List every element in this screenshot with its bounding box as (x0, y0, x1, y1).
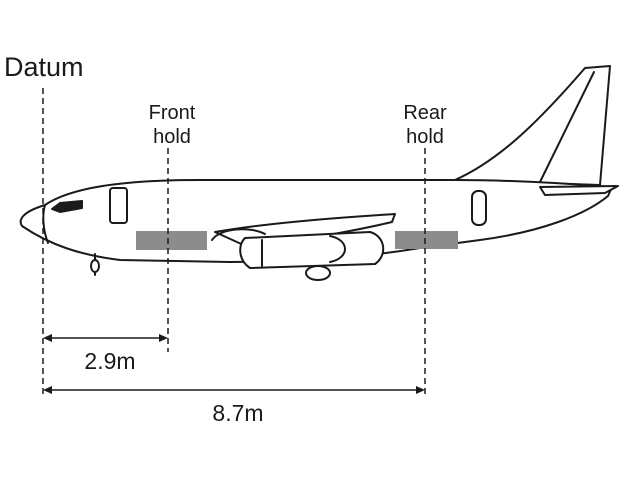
front-hold-area (136, 231, 207, 250)
main-gear (305, 265, 331, 281)
front-hold-label-line-2: hold (153, 126, 191, 148)
rear-hold-label-line-2: hold (406, 126, 444, 148)
cockpit-window (51, 200, 83, 213)
front-arrow-right-head (159, 334, 168, 342)
front-arrow-left-head (43, 334, 52, 342)
rear-hold-label: Rear hold (383, 101, 467, 149)
tail-fin (454, 65, 611, 186)
rear-hold-area (395, 231, 458, 249)
wing-fairing (211, 228, 266, 241)
front-hold-label-line-1: Front (148, 102, 196, 124)
rear-door (471, 190, 487, 226)
nose-gear-wheel (90, 259, 100, 273)
datum-label: Datum (4, 52, 84, 82)
front-hold-label: Front hold (130, 101, 214, 149)
engine-detail (329, 235, 346, 263)
rear-hold-distance: 8.7m (212, 400, 264, 426)
front-hold-distance: 2.9m (84, 348, 136, 374)
engine-nacelle (239, 231, 385, 269)
rear-arrow-right-head (416, 386, 425, 394)
horizontal-stabilizer (539, 185, 619, 196)
rear-hold-label-line-1: Rear (403, 102, 447, 124)
rear-arrow-left-head (43, 386, 52, 394)
front-door (109, 187, 128, 224)
tail-fin-edge (539, 71, 595, 183)
